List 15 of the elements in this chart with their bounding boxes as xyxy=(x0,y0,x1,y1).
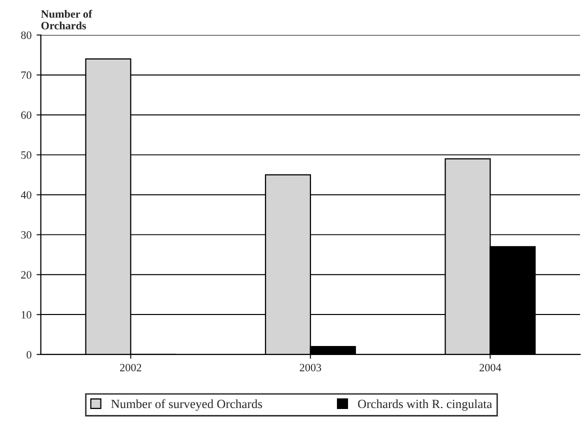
x-tick-label: 2004 xyxy=(480,364,502,372)
y-tick-label: 30 xyxy=(21,231,32,239)
y-tick-label: 50 xyxy=(21,151,32,159)
y-tick-label: 70 xyxy=(21,71,32,79)
y-tick-label: 60 xyxy=(21,111,32,119)
x-tick-label: 2003 xyxy=(300,364,322,372)
x-tick-label: 2002 xyxy=(120,364,142,372)
y-tick-label: 0 xyxy=(26,350,32,358)
y-tick-label: 20 xyxy=(21,271,32,279)
y-tick-label: 40 xyxy=(20,191,32,199)
y-axis-title: Number of Orchards xyxy=(41,10,92,30)
y-tick-label: 10 xyxy=(22,311,32,319)
legend-label: Number of surveyed Orchards xyxy=(111,399,262,411)
legend-label: Orchards with R. cingulata xyxy=(358,399,492,411)
y-tick-label: 80 xyxy=(21,31,32,39)
